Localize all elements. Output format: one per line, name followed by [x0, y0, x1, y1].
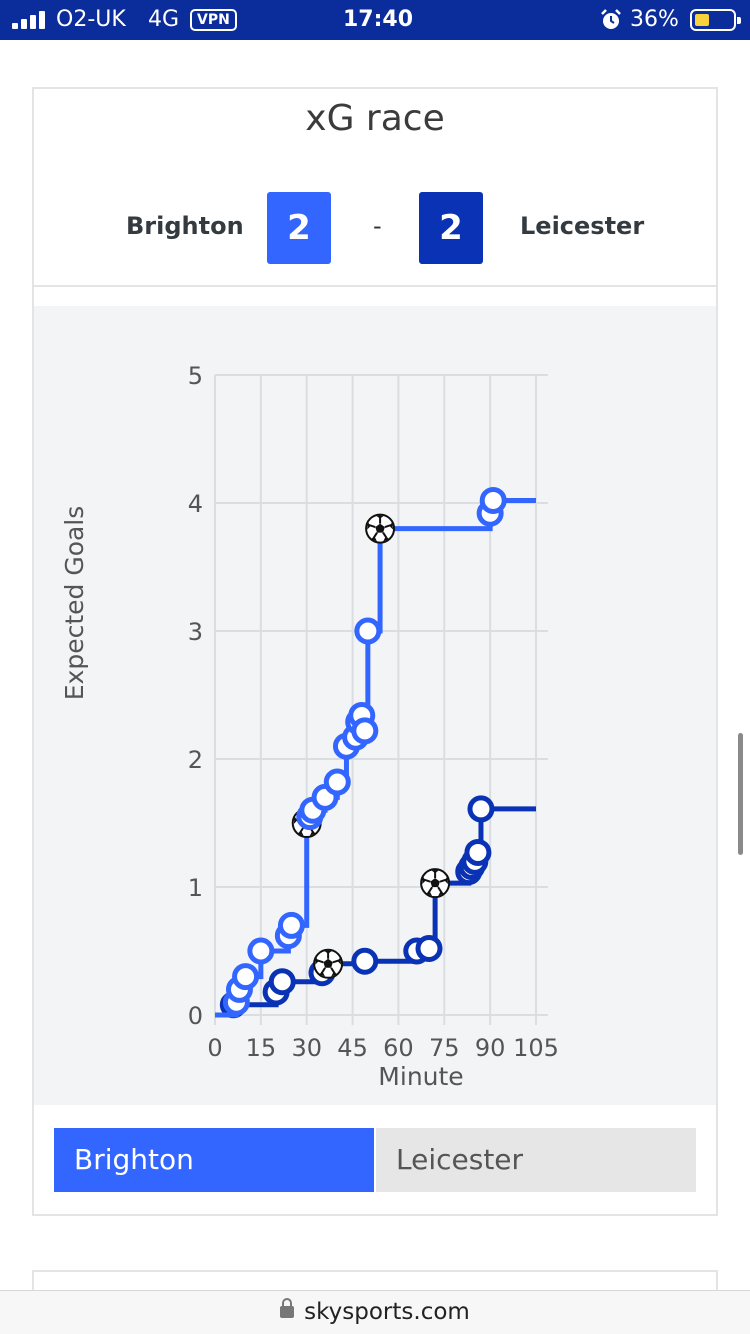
brighton-goal-marker	[365, 513, 396, 544]
vpn-badge: VPN	[190, 9, 237, 31]
x-tick-label: 0	[207, 1034, 222, 1062]
leicester-series-line	[215, 806, 536, 1018]
x-tick-label: 75	[429, 1034, 460, 1062]
scrollbar[interactable]	[738, 733, 743, 855]
leicester-shot-point	[268, 968, 296, 996]
signal-bars-icon	[12, 11, 48, 29]
chart-background	[34, 306, 716, 1105]
y-tick-label: 1	[188, 874, 203, 902]
brighton-shot-point	[323, 768, 351, 796]
leicester-shot-point	[464, 838, 492, 866]
header-divider	[34, 285, 716, 287]
x-axis-title: Minute	[378, 1062, 463, 1091]
url-text: skysports.com	[304, 1299, 470, 1325]
leicester-goal-marker	[313, 948, 344, 979]
browser-url-bar[interactable]: skysports.com	[0, 1290, 750, 1334]
brighton-shot-point	[247, 937, 275, 965]
lock-icon	[280, 1298, 295, 1318]
network-type: 4G	[148, 7, 180, 32]
battery-icon	[690, 9, 741, 31]
card-title: xG race	[305, 98, 445, 139]
leicester-shot-point	[415, 934, 443, 962]
y-tick-label: 5	[188, 362, 203, 390]
home-score: 2	[267, 192, 331, 264]
brighton-shot-point	[479, 486, 507, 514]
battery-percent: 36%	[630, 7, 679, 32]
brighton-shot-point	[232, 963, 260, 991]
x-tick-label: 105	[513, 1034, 559, 1062]
leicester-shot-point	[351, 947, 379, 975]
brighton-shot-point	[351, 717, 379, 745]
score-separator: -	[373, 212, 382, 240]
brighton-toggle-button[interactable]: Brighton	[54, 1128, 374, 1192]
brighton-shot-point	[277, 911, 305, 939]
y-axis-title: Expected Goals	[60, 506, 89, 701]
alarm-clock-icon	[601, 9, 621, 29]
x-tick-label: 60	[383, 1034, 414, 1062]
carrier-name: O2-UK	[56, 7, 126, 32]
away-team-name: Leicester	[520, 212, 645, 240]
x-tick-label: 45	[337, 1034, 368, 1062]
y-tick-label: 4	[188, 490, 203, 518]
status-bar: O2-UK 4G VPN 17:40 36%	[0, 0, 750, 40]
away-score: 2	[419, 192, 483, 264]
brighton-shot-point	[354, 617, 382, 645]
y-tick-label: 3	[188, 618, 203, 646]
x-tick-label: 90	[475, 1034, 506, 1062]
y-tick-label: 2	[188, 746, 203, 774]
x-tick-label: 15	[246, 1034, 277, 1062]
leicester-goal-marker	[420, 868, 451, 899]
home-team-name: Brighton	[126, 212, 244, 240]
x-tick-label: 30	[291, 1034, 322, 1062]
leicester-toggle-button[interactable]: Leicester	[376, 1128, 696, 1192]
leicester-shot-point	[467, 795, 495, 823]
clock-time: 17:40	[343, 7, 414, 32]
y-tick-label: 0	[188, 1002, 203, 1030]
